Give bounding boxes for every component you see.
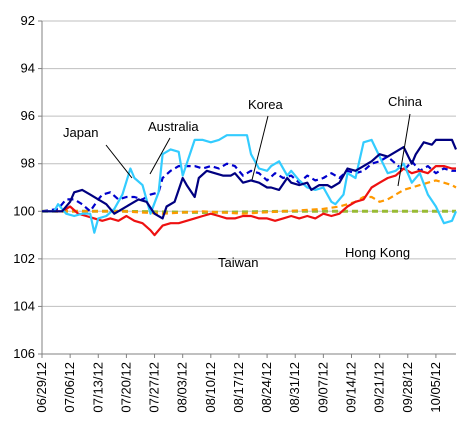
annotations: Japan Australia Korea China Taiwan Hong Kong — [63, 94, 423, 270]
x-tick-label: 08/31/12 — [287, 362, 302, 413]
series-line-australia — [42, 134, 458, 234]
series-line-taiwan — [42, 165, 456, 237]
y-tick-label: 98 — [21, 156, 35, 171]
y-tick-label: 94 — [21, 61, 35, 76]
y-tick-label: 100 — [13, 203, 35, 218]
y-tick-label: 104 — [13, 298, 35, 313]
plot-area — [41, 21, 456, 355]
annotation-china: China — [388, 94, 423, 109]
y-tick-label: 96 — [21, 108, 35, 123]
y-tick-label: 102 — [13, 251, 35, 266]
x-tick-label: 07/06/12 — [62, 362, 77, 413]
x-tick-label: 10/05/12 — [428, 362, 443, 413]
x-tick-label: 07/27/12 — [147, 362, 162, 413]
series-line-japan — [41, 155, 456, 213]
series-line-china — [42, 179, 457, 215]
x-tick-label: 09/28/12 — [400, 362, 415, 413]
series-line-hong-kong — [42, 209, 456, 214]
y-axis: 92 94 96 98 100 102 104 106 — [13, 13, 42, 361]
x-tick-label: 09/21/12 — [372, 362, 387, 413]
x-tick-label: 08/10/12 — [203, 362, 218, 413]
x-tick-label: 09/14/12 — [343, 362, 358, 413]
x-tick-label: 08/03/12 — [175, 362, 190, 413]
annotation-taiwan: Taiwan — [218, 255, 258, 270]
annotation-hong-kong: Hong Kong — [345, 245, 410, 260]
x-tick-label: 08/17/12 — [231, 362, 246, 413]
y-tick-label: 92 — [21, 13, 35, 28]
x-axis: 06/29/12 07/06/12 07/13/12 07/20/12 07/27/12… — [34, 354, 443, 413]
x-tick-label: 08/24/12 — [259, 362, 274, 413]
annotation-korea: Korea — [248, 97, 283, 112]
x-tick-label: 06/29/12 — [34, 362, 49, 413]
annotation-australia: Australia — [148, 119, 199, 134]
x-tick-label: 09/07/12 — [315, 362, 330, 413]
y-tick-label: 106 — [13, 346, 35, 361]
x-tick-label: 07/20/12 — [118, 362, 133, 413]
series-line-korea — [42, 138, 458, 220]
annotation-japan: Japan — [63, 125, 98, 140]
annotation-leader-japan — [105, 144, 133, 179]
annotation-leader-korea — [251, 115, 269, 181]
annotation-leader-china — [397, 113, 411, 187]
series-lines — [41, 134, 458, 237]
x-tick-label: 07/13/12 — [90, 362, 105, 413]
annotation-leader-australia — [149, 137, 171, 175]
